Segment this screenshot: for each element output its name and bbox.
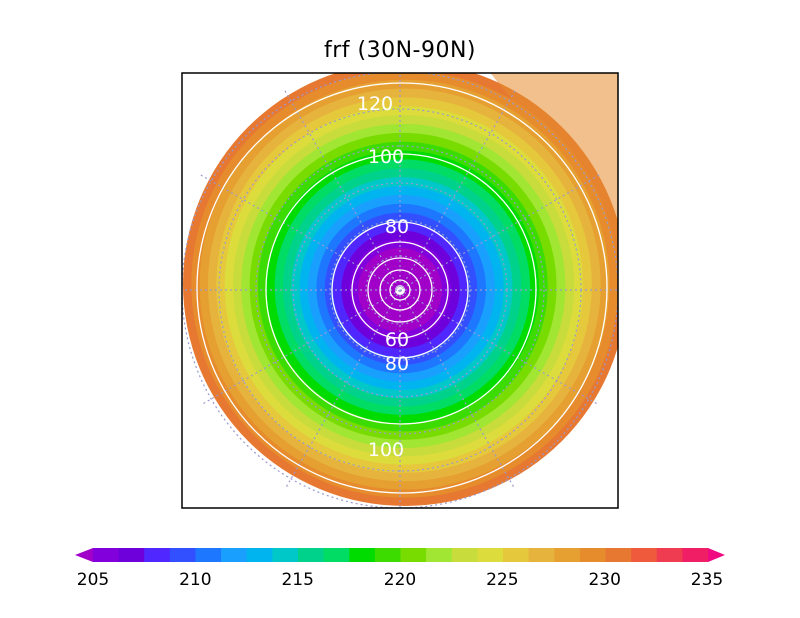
colorbar-swatch [272,548,299,562]
colorbar-swatch [93,548,120,562]
colorbar-swatch [246,548,273,562]
colorbar-tick-label: 205 [77,570,109,590]
colorbar-swatch [682,548,709,562]
colorbar-swatch [144,548,171,562]
map-frame [181,72,619,509]
contour-line [265,153,537,425]
colorbar-tick-label: 235 [691,570,723,590]
contour-label: 60 [385,329,409,351]
colorbar-min-arrow [75,548,93,562]
contour-label: 80 [385,216,409,238]
colorbar-tick-labels: 205 210 215 220 225 230 235 [77,570,723,590]
colorbar-swatch [118,548,145,562]
colorbar [75,548,725,562]
colorbar-tick-label: 215 [281,570,313,590]
meridian-line [200,174,600,406]
contour-line [351,241,449,339]
colorbar-swatch [503,548,530,562]
map-area [182,73,618,508]
colorbar-swatch [195,548,222,562]
colorbar-swatch [374,548,401,562]
latitude-circle [255,145,545,435]
colorbar-swatch [554,548,581,562]
colorbar-swatch [298,548,325,562]
colorbar-swatch [631,548,658,562]
latitude-circle [292,182,508,398]
colorbar-tick-label: 225 [486,570,518,590]
warm-region [490,73,618,270]
contour-line [331,221,469,359]
colorbar-max-arrow [708,548,725,562]
colorbar-swatch [426,548,453,562]
colorbar-swatch [605,548,632,562]
contour-line [196,82,608,494]
colorbar-swatch [400,548,427,562]
colorbar-swatch [451,548,478,562]
colorbar-swatch [656,548,683,562]
colorbar-swatch [221,548,248,562]
contour-line [367,257,433,323]
colorbar-swatch [579,548,606,562]
colorbar-tick-label: 230 [588,570,620,590]
colorbar-tick-label: 210 [179,570,211,590]
colorbar-swatch [169,548,196,562]
colorbar-swatch [477,548,504,562]
contour-line [379,269,421,311]
contour-label: 80 [385,353,409,375]
contour-lines [196,82,608,494]
contour-label: 120 [357,93,393,115]
contour-line [389,279,411,301]
colorbar-tick-label: 220 [384,570,416,590]
contour-label: 100 [368,146,404,168]
colorbar-swatch [349,548,376,562]
contour-label: 100 [368,439,404,461]
colorbar-swatch [528,548,555,562]
colorbar-swatch [323,548,350,562]
plot-title: frf (30N-90N) [323,38,477,63]
filled-temperature-field [183,73,618,506]
graticule-grid [182,73,618,508]
